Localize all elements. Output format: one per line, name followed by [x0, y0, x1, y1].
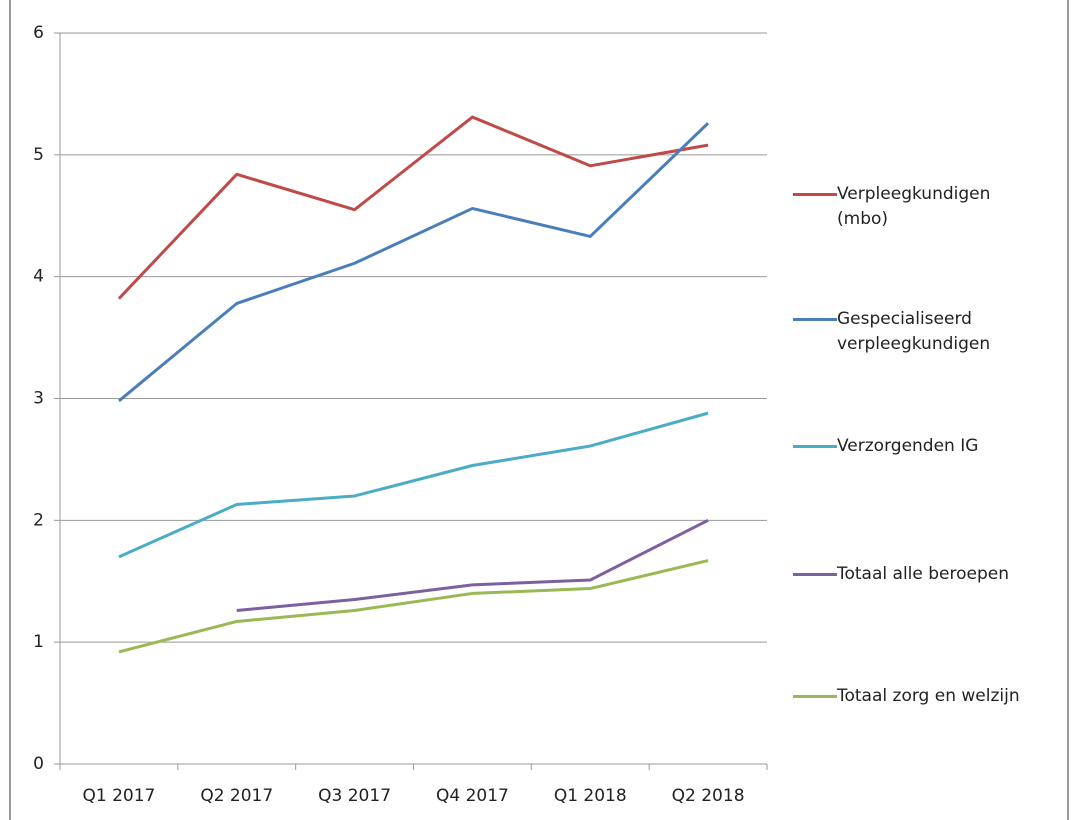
legend-swatch: [793, 573, 837, 576]
legend-item: Verpleegkundigen (mbo): [793, 182, 1007, 232]
y-tick-label: 3: [33, 389, 44, 409]
series-line: [236, 518, 709, 612]
y-tick-label: 4: [33, 267, 44, 287]
y-tick-label: 6: [33, 23, 44, 43]
legend-label: Totaal alle beroepen: [837, 564, 1010, 584]
legend-label: Totaal zorg en welzijn: [837, 686, 1020, 706]
x-tick-label: Q1 2018: [554, 786, 627, 806]
legend-item: Verzorgenden IG: [793, 434, 1027, 459]
legend-item: Gespecialiseerd verpleegkundigen: [793, 307, 1007, 357]
legend-swatch: [793, 695, 837, 698]
legend-label: Verzorgenden IG: [837, 436, 979, 456]
x-tick-label: Q2 2017: [200, 786, 273, 806]
legend-swatch: [793, 193, 837, 196]
series-line: [117, 115, 709, 300]
x-tick-label: Q3 2017: [318, 786, 391, 806]
y-tick-label: 0: [33, 754, 44, 774]
legend-label: Gespecialiseerd verpleegkundigen: [837, 309, 991, 354]
legend-item: Totaal alle beroepen: [793, 562, 1027, 587]
x-tick-label: Q4 2017: [436, 786, 509, 806]
legend-swatch: [793, 318, 837, 321]
legend-swatch: [793, 445, 837, 448]
y-tick-label: 1: [33, 632, 44, 652]
legend-label: Verpleegkundigen (mbo): [837, 184, 991, 229]
series-line: [118, 559, 709, 654]
legend-item: Totaal zorg en welzijn: [793, 684, 1027, 709]
x-tick-label: Q2 2018: [672, 786, 745, 806]
series-line: [117, 122, 710, 403]
x-tick-label: Q1 2017: [82, 786, 155, 806]
series-line: [118, 411, 709, 559]
y-tick-label: 5: [33, 145, 44, 165]
y-tick-label: 2: [33, 510, 44, 530]
